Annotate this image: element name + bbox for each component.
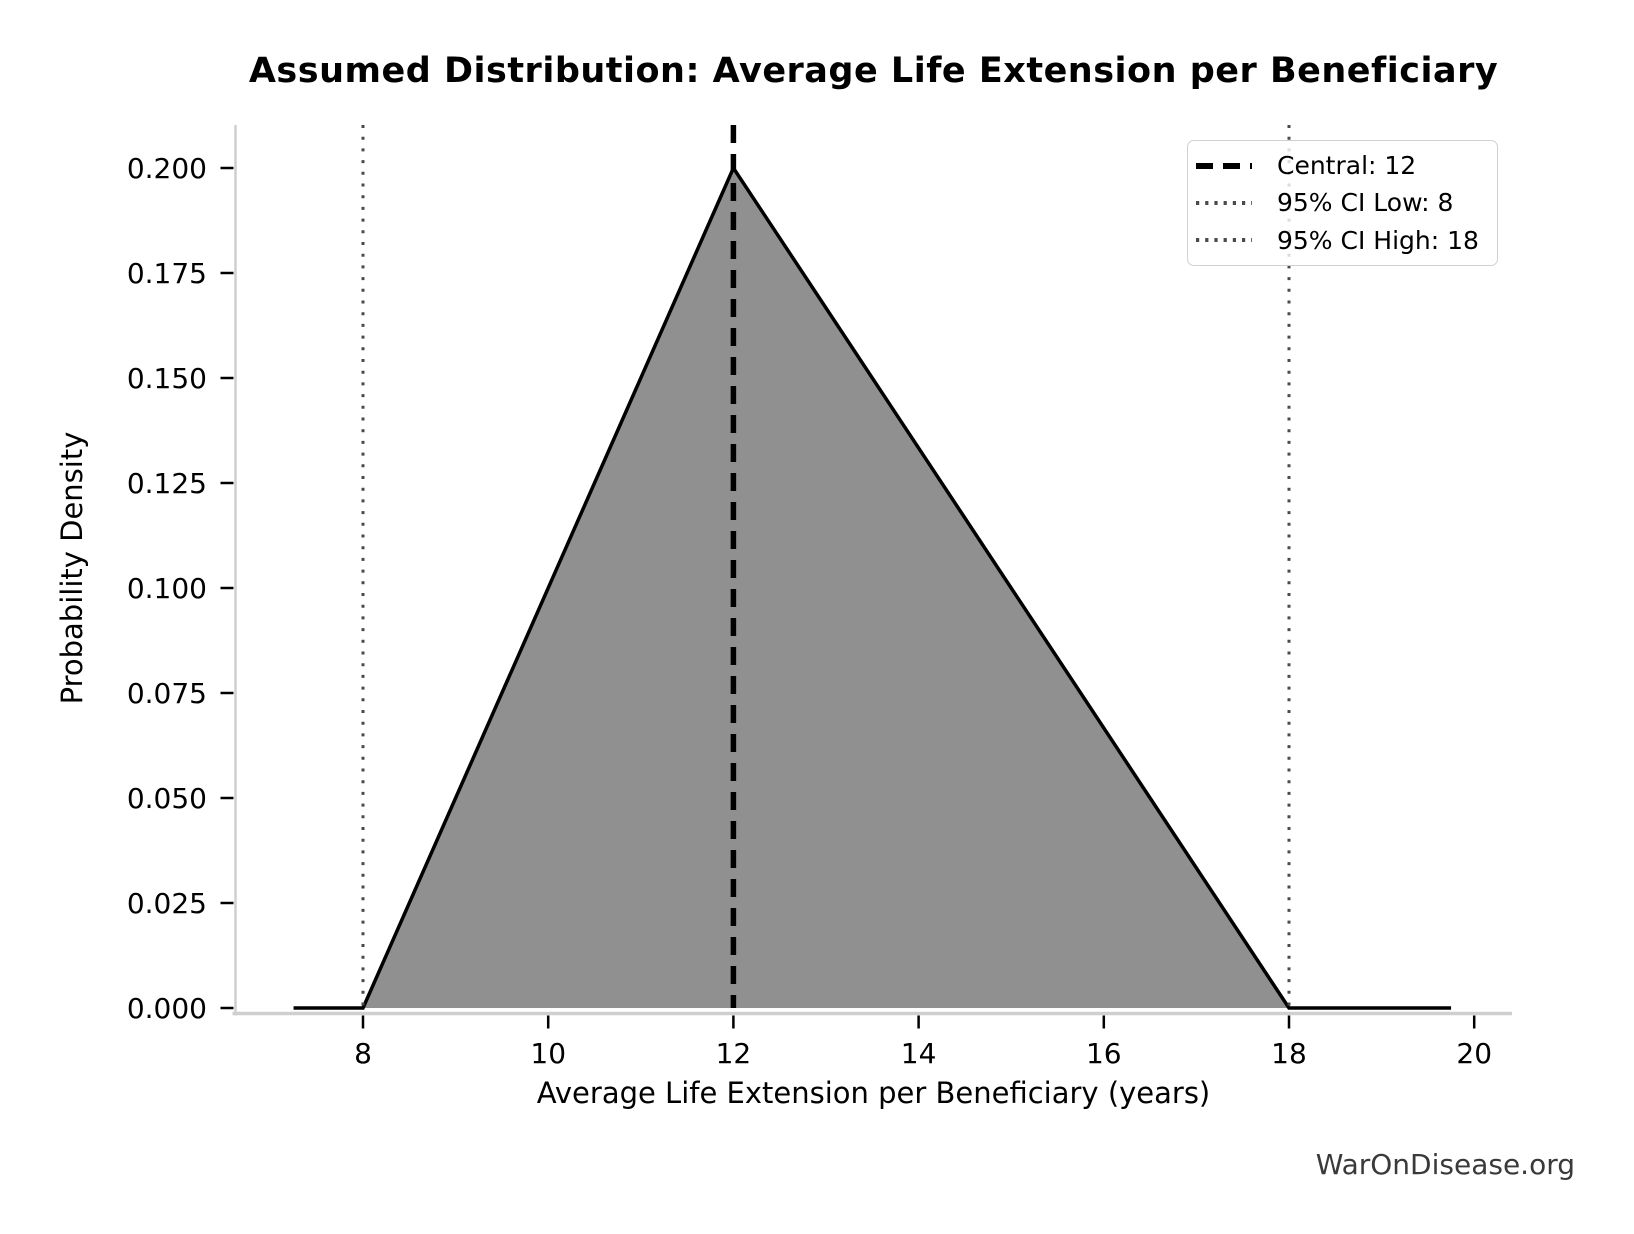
x-tick-label: 20 [1456, 1037, 1492, 1070]
y-tick-label: 0.125 [127, 467, 207, 500]
dotted-line-icon [1196, 200, 1252, 205]
watermark: WarOnDisease.org [1315, 1148, 1575, 1181]
dashed-line-icon [1196, 162, 1252, 169]
legend-label: 95% CI Low: 8 [1277, 188, 1454, 218]
x-tick-label: 8 [354, 1037, 372, 1070]
x-axis-label: Average Life Extension per Beneficiary (… [536, 1076, 1211, 1110]
chart-title: Assumed Distribution: Average Life Exten… [248, 51, 1499, 91]
x-tick-label: 14 [901, 1037, 937, 1070]
x-tick-label: 12 [716, 1037, 752, 1070]
x-tick-label: 18 [1271, 1037, 1307, 1070]
y-tick-label: 0.075 [127, 677, 207, 710]
y-tick-label: 0.175 [127, 257, 207, 290]
dotted-line-icon [1196, 238, 1252, 243]
y-axis-label: Probability Density [55, 431, 89, 705]
y-tick-label: 0.200 [127, 152, 207, 185]
y-tick-label: 0.025 [127, 887, 207, 920]
x-tick-label: 10 [530, 1037, 566, 1070]
legend-label: 95% CI High: 18 [1277, 225, 1479, 255]
legend-item-ci-high: 95% CI High: 18 [1196, 222, 1487, 259]
distribution-fill [293, 168, 1452, 1008]
legend: Central: 12 95% CI Low: 8 95% CI High: 1… [1187, 140, 1498, 266]
y-tick-label: 0.000 [127, 992, 207, 1025]
y-tick-label: 0.050 [127, 782, 207, 815]
legend-label: Central: 12 [1277, 151, 1417, 181]
legend-item-ci-low: 95% CI Low: 8 [1196, 184, 1487, 221]
y-tick-label: 0.150 [127, 362, 207, 395]
y-tick-label: 0.100 [127, 572, 207, 605]
legend-item-central: Central: 12 [1196, 147, 1487, 184]
x-tick-label: 16 [1086, 1037, 1122, 1070]
